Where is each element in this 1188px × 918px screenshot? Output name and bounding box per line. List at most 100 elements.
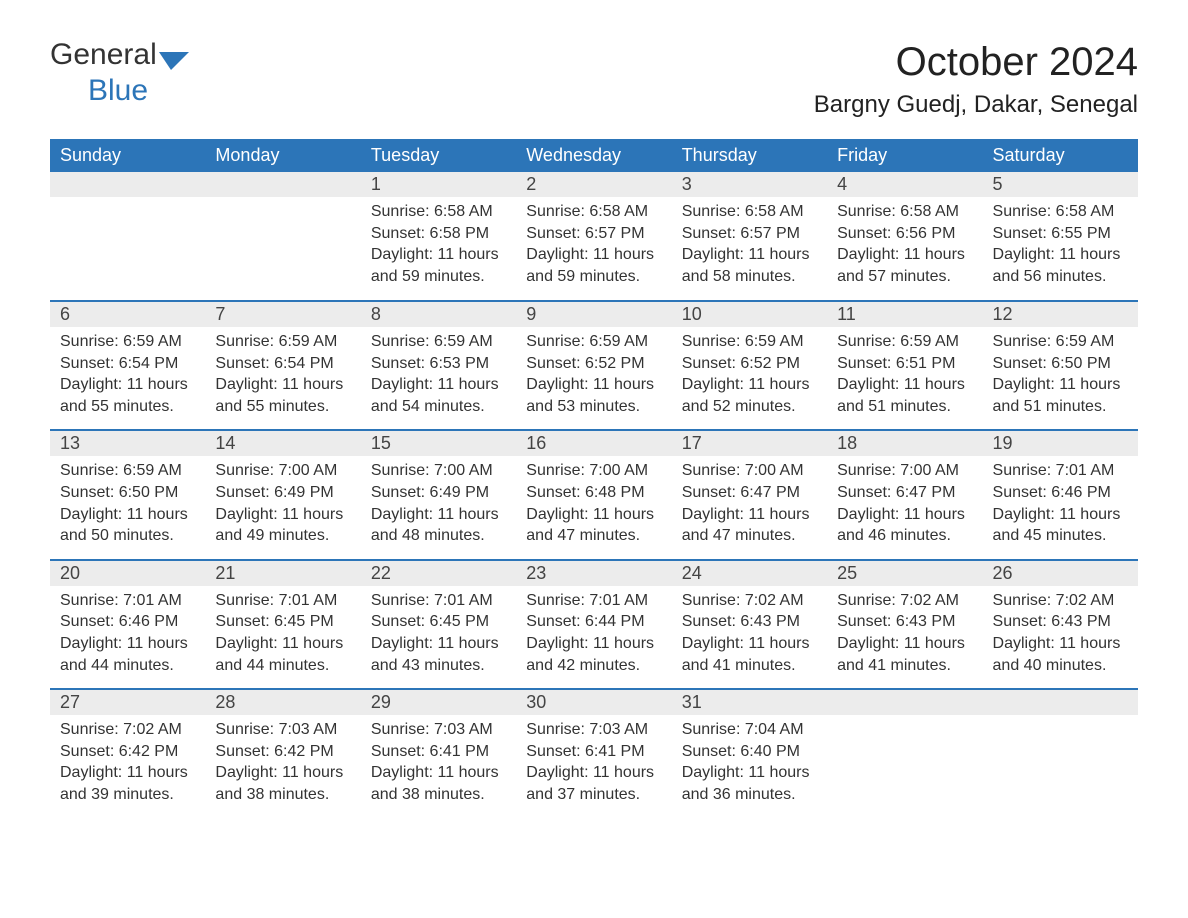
day-number <box>205 172 360 197</box>
sunrise-line-label: Sunrise: <box>682 592 745 609</box>
cell-body: Sunrise: 7:00 AMSunset: 6:49 PMDaylight:… <box>361 456 516 558</box>
day-number: 20 <box>50 561 205 586</box>
daylight-line: Daylight: 11 hours and 44 minutes. <box>215 633 350 676</box>
calendar-cell: 11Sunrise: 6:59 AMSunset: 6:51 PMDayligh… <box>827 300 982 429</box>
daynum-row: 9 <box>516 300 671 327</box>
sunset-line: Sunset: 6:48 PM <box>526 482 661 504</box>
day-number: 8 <box>361 302 516 327</box>
calendar-cell: 6Sunrise: 6:59 AMSunset: 6:54 PMDaylight… <box>50 300 205 429</box>
sunrise-line-value: 7:02 AM <box>900 592 959 609</box>
day-number: 5 <box>983 172 1138 197</box>
daynum-row: 1 <box>361 172 516 197</box>
cell-body: Sunrise: 6:59 AMSunset: 6:52 PMDaylight:… <box>672 327 827 429</box>
sunrise-line-label: Sunrise: <box>837 203 900 220</box>
sunrise-line: Sunrise: 7:03 AM <box>215 719 350 741</box>
flag-icon <box>159 46 189 76</box>
calendar-cell: 24Sunrise: 7:02 AMSunset: 6:43 PMDayligh… <box>672 559 827 688</box>
sunset-line-label: Sunset: <box>837 613 896 630</box>
calendar-cell: 19Sunrise: 7:01 AMSunset: 6:46 PMDayligh… <box>983 429 1138 558</box>
cell-body: Sunrise: 7:00 AMSunset: 6:48 PMDaylight:… <box>516 456 671 558</box>
sunrise-line-label: Sunrise: <box>526 333 589 350</box>
sunset-line-value: 6:54 PM <box>119 355 179 372</box>
sunset-line-value: 6:54 PM <box>274 355 334 372</box>
daynum-row: 20 <box>50 559 205 586</box>
daylight-line: Daylight: 11 hours and 40 minutes. <box>993 633 1128 676</box>
cell-body: Sunrise: 6:59 AMSunset: 6:52 PMDaylight:… <box>516 327 671 429</box>
sunset-line-label: Sunset: <box>526 225 585 242</box>
daylight-line: Daylight: 11 hours and 58 minutes. <box>682 244 817 287</box>
sunrise-line-value: 7:00 AM <box>745 462 804 479</box>
cell-body: Sunrise: 6:58 AMSunset: 6:56 PMDaylight:… <box>827 197 982 299</box>
sunrise-line: Sunrise: 6:59 AM <box>682 331 817 353</box>
sunrise-line-value: 7:02 AM <box>745 592 804 609</box>
daylight-line: Daylight: 11 hours and 41 minutes. <box>837 633 972 676</box>
sunset-line-label: Sunset: <box>682 225 741 242</box>
day-number: 14 <box>205 431 360 456</box>
daynum-row <box>205 172 360 197</box>
sunset-line-label: Sunset: <box>526 484 585 501</box>
cell-body: Sunrise: 7:03 AMSunset: 6:41 PMDaylight:… <box>516 715 671 817</box>
sunrise-line: Sunrise: 7:01 AM <box>526 590 661 612</box>
daylight-line-label: Daylight: <box>371 635 438 652</box>
day-number: 26 <box>983 561 1138 586</box>
sunrise-line-value: 6:58 AM <box>745 203 804 220</box>
daynum-row: 26 <box>983 559 1138 586</box>
sunset-line-value: 6:49 PM <box>430 484 490 501</box>
daylight-line-label: Daylight: <box>215 376 282 393</box>
daylight-line-label: Daylight: <box>371 506 438 523</box>
sunset-line: Sunset: 6:40 PM <box>682 741 817 763</box>
daylight-line-label: Daylight: <box>371 246 438 263</box>
sunrise-line-label: Sunrise: <box>60 333 123 350</box>
calendar-week: 6Sunrise: 6:59 AMSunset: 6:54 PMDaylight… <box>50 300 1138 429</box>
sunset-line-value: 6:42 PM <box>274 743 334 760</box>
calendar-cell <box>983 688 1138 817</box>
daylight-line: Daylight: 11 hours and 54 minutes. <box>371 374 506 417</box>
calendar-cell: 17Sunrise: 7:00 AMSunset: 6:47 PMDayligh… <box>672 429 827 558</box>
sunrise-line-value: 7:03 AM <box>434 721 493 738</box>
day-number: 30 <box>516 690 671 715</box>
cell-body: Sunrise: 7:02 AMSunset: 6:43 PMDaylight:… <box>672 586 827 688</box>
cell-body: Sunrise: 6:59 AMSunset: 6:53 PMDaylight:… <box>361 327 516 429</box>
sunset-line-value: 6:43 PM <box>740 613 800 630</box>
sunset-line-value: 6:47 PM <box>896 484 956 501</box>
logo: General Blue <box>50 40 189 106</box>
daylight-line-label: Daylight: <box>682 635 749 652</box>
daylight-line: Daylight: 11 hours and 39 minutes. <box>60 762 195 805</box>
sunrise-line: Sunrise: 7:00 AM <box>371 460 506 482</box>
sunset-line: Sunset: 6:57 PM <box>526 223 661 245</box>
daylight-line: Daylight: 11 hours and 38 minutes. <box>371 762 506 805</box>
daylight-line: Daylight: 11 hours and 51 minutes. <box>837 374 972 417</box>
sunrise-line-value: 7:00 AM <box>589 462 648 479</box>
sunset-line-label: Sunset: <box>837 355 896 372</box>
sunrise-line: Sunrise: 6:59 AM <box>526 331 661 353</box>
sunrise-line: Sunrise: 7:01 AM <box>215 590 350 612</box>
day-number <box>50 172 205 197</box>
daynum-row: 15 <box>361 429 516 456</box>
sunset-line: Sunset: 6:50 PM <box>60 482 195 504</box>
calendar-cell: 30Sunrise: 7:03 AMSunset: 6:41 PMDayligh… <box>516 688 671 817</box>
sunrise-line-label: Sunrise: <box>993 203 1056 220</box>
cell-body: Sunrise: 6:58 AMSunset: 6:55 PMDaylight:… <box>983 197 1138 299</box>
sunset-line-value: 6:58 PM <box>430 225 490 242</box>
daylight-line: Daylight: 11 hours and 59 minutes. <box>371 244 506 287</box>
sunrise-line: Sunrise: 6:59 AM <box>993 331 1128 353</box>
sunrise-line-label: Sunrise: <box>682 721 745 738</box>
sunset-line-value: 6:52 PM <box>585 355 645 372</box>
daylight-line-label: Daylight: <box>837 246 904 263</box>
cell-body: Sunrise: 7:03 AMSunset: 6:41 PMDaylight:… <box>361 715 516 817</box>
sunrise-line-value: 6:58 AM <box>1056 203 1115 220</box>
sunrise-line: Sunrise: 6:59 AM <box>215 331 350 353</box>
location-subtitle: Bargny Guedj, Dakar, Senegal <box>814 91 1138 119</box>
day-number: 23 <box>516 561 671 586</box>
daylight-line: Daylight: 11 hours and 48 minutes. <box>371 504 506 547</box>
sunset-line: Sunset: 6:47 PM <box>837 482 972 504</box>
logo-word-general: General <box>50 38 157 71</box>
sunrise-line: Sunrise: 7:02 AM <box>837 590 972 612</box>
cell-body: Sunrise: 7:01 AMSunset: 6:46 PMDaylight:… <box>983 456 1138 558</box>
sunset-line-label: Sunset: <box>371 225 430 242</box>
sunset-line-label: Sunset: <box>993 225 1052 242</box>
sunset-line: Sunset: 6:52 PM <box>682 353 817 375</box>
cell-body: Sunrise: 6:58 AMSunset: 6:57 PMDaylight:… <box>516 197 671 299</box>
sunset-line-label: Sunset: <box>526 743 585 760</box>
daylight-line-label: Daylight: <box>837 635 904 652</box>
